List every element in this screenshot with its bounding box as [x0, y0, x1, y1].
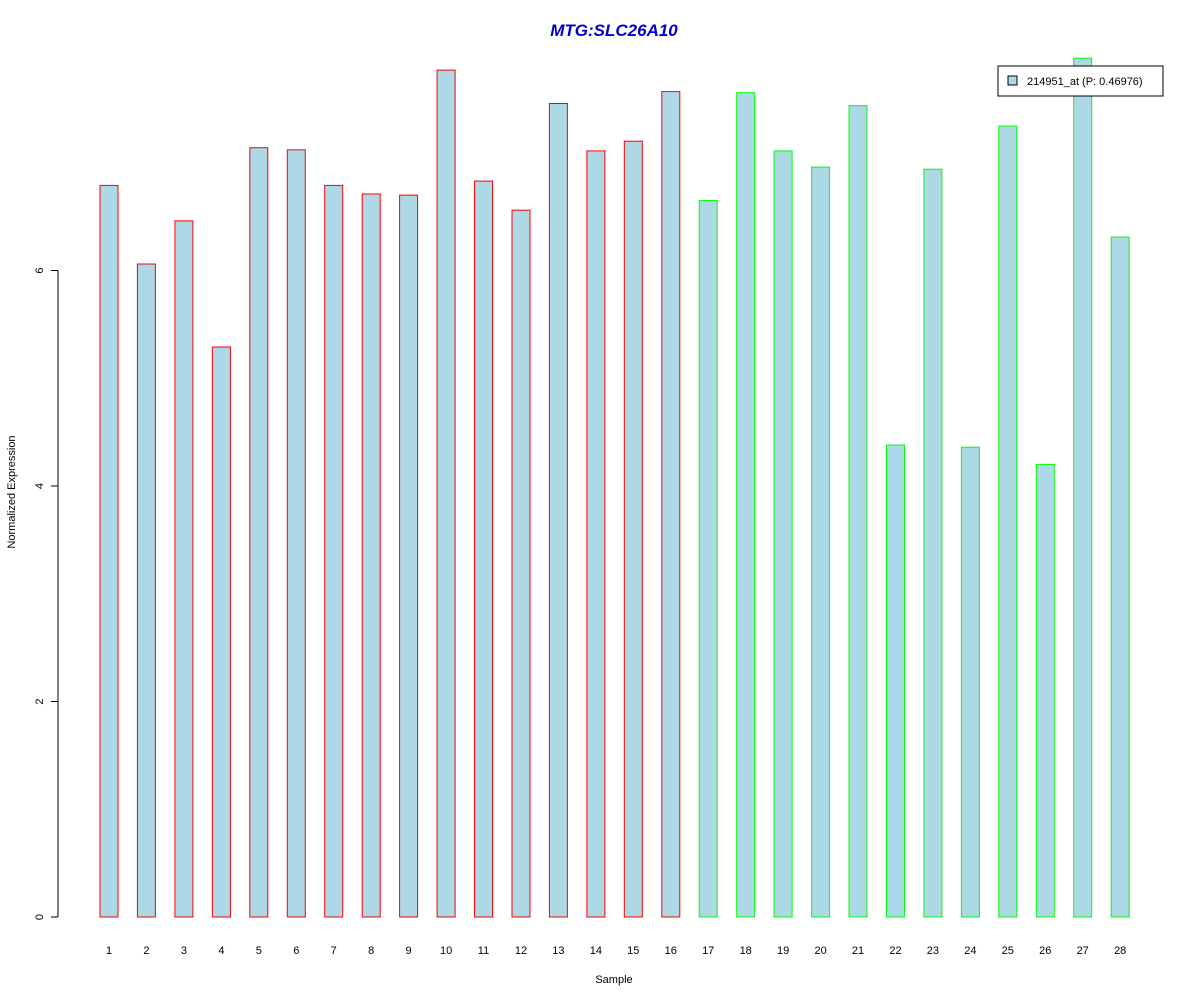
bar-sample-7	[324, 184, 344, 918]
legend-box	[997, 65, 1164, 97]
x-tick-label: 1	[106, 945, 112, 957]
legend-swatch	[1007, 75, 1018, 86]
x-tick-label: 25	[1002, 945, 1014, 957]
x-tick-label: 7	[331, 945, 337, 957]
x-tick-label: 22	[889, 945, 901, 957]
bar-sample-6	[286, 149, 306, 918]
x-tick-label: 8	[368, 945, 374, 957]
x-tick-label: 24	[964, 945, 976, 957]
bar-sample-12	[511, 209, 531, 918]
x-axis-label: Sample	[595, 974, 632, 986]
x-tick-label: 4	[218, 945, 224, 957]
x-tick-label: 13	[552, 945, 564, 957]
x-tick-label: 28	[1114, 945, 1126, 957]
bar-sample-14	[586, 150, 606, 918]
x-tick-label: 17	[702, 945, 714, 957]
x-tick-label: 3	[181, 945, 187, 957]
x-tick-label: 15	[627, 945, 639, 957]
chart-title: MTG:SLC26A10	[550, 21, 678, 40]
bar-sample-10	[436, 69, 456, 918]
x-tick-label: 23	[927, 945, 939, 957]
y-tick-label: 6	[34, 267, 46, 273]
x-tick-label: 11	[478, 945, 489, 957]
bars-group	[99, 57, 1130, 918]
y-axis-label: Normalized Expression	[6, 435, 18, 548]
y-axis: 0 2 4 6	[34, 267, 59, 920]
bar-sample-21	[848, 105, 868, 918]
x-tick-label: 16	[665, 945, 677, 957]
bar-sample-3	[174, 220, 194, 918]
x-tick-label: 5	[256, 945, 262, 957]
bar-sample-25	[998, 125, 1018, 918]
bar-sample-18	[736, 92, 756, 918]
bar-sample-28	[1110, 236, 1130, 918]
x-tick-label: 12	[515, 945, 527, 957]
bar-sample-19	[773, 150, 793, 918]
bar-sample-1	[99, 184, 119, 918]
bar-sample-11	[474, 180, 493, 918]
bar-sample-2	[136, 263, 156, 918]
x-tick-label: 14	[590, 945, 602, 957]
bar-sample-20	[811, 166, 831, 918]
bar-sample-16	[661, 91, 681, 918]
x-tick-label: 26	[1039, 945, 1051, 957]
bar-sample-17	[698, 200, 718, 918]
y-tick-label: 0	[34, 914, 46, 920]
bar-sample-13	[548, 103, 568, 918]
x-tick-label: 21	[852, 945, 864, 957]
x-tick-label: 6	[293, 945, 299, 957]
y-tick-label: 4	[34, 483, 46, 489]
x-tick-label: 10	[440, 945, 452, 957]
x-tick-label: 2	[143, 945, 149, 957]
x-tick-label: 27	[1077, 945, 1089, 957]
bar-sample-23	[923, 168, 943, 918]
x-tick-labels: 1 2 3 4 5 6 7 8 9 10 11 12 13 14 15 16 17 18 19 20 21 22 23 24 2…	[106, 945, 1126, 957]
bar-sample-26	[1035, 463, 1055, 918]
y-tick-label: 2	[34, 698, 46, 704]
x-tick-label: 9	[406, 945, 412, 957]
bar-sample-27	[1073, 57, 1093, 918]
bar-sample-15	[623, 140, 643, 918]
bar-sample-24	[960, 446, 980, 918]
legend: 214951_at (P: 0.46976)	[997, 65, 1164, 97]
bar-sample-22	[886, 444, 905, 918]
bar-sample-4	[211, 346, 231, 918]
x-tick-label: 18	[740, 945, 752, 957]
legend-label: 214951_at (P: 0.46976)	[1027, 76, 1143, 88]
x-tick-label: 19	[777, 945, 789, 957]
bar-sample-9	[399, 194, 419, 918]
bar-sample-8	[361, 193, 381, 918]
bar-sample-5	[249, 147, 269, 918]
x-tick-label: 20	[814, 945, 826, 957]
